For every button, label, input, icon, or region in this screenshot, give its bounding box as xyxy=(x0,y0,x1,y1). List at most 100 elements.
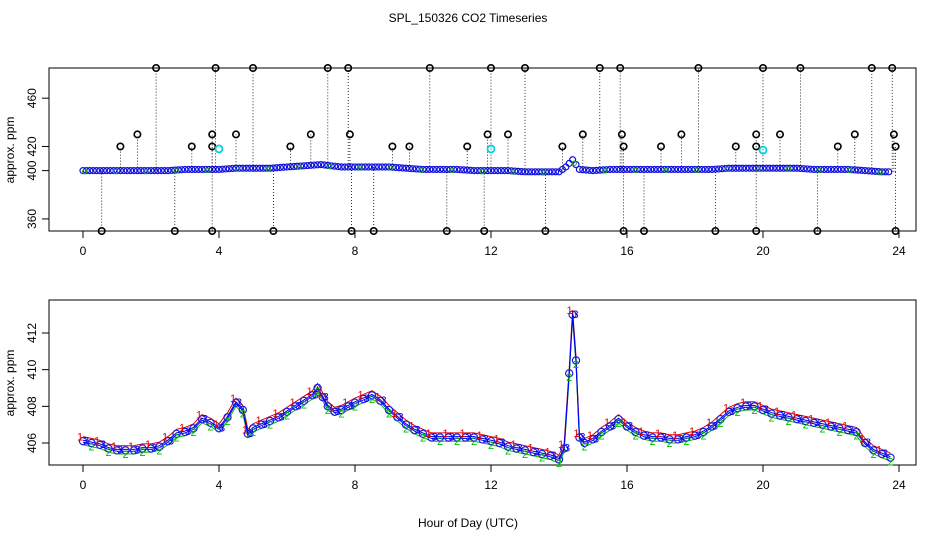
bottom-series-symbol: 3 xyxy=(348,400,354,412)
bottom-series-symbol: 2 xyxy=(437,436,443,448)
bottom-series-symbol: 2 xyxy=(250,427,256,439)
bottom-data-point xyxy=(78,436,88,446)
top-data-point xyxy=(456,166,464,174)
top-data-point xyxy=(317,160,325,169)
bottom-series-symbol: 1 xyxy=(128,441,134,453)
bottom-data-point xyxy=(843,425,853,435)
top-data-point xyxy=(823,165,832,174)
bottom-series-symbol: 1 xyxy=(689,426,695,438)
top-data-point xyxy=(745,164,754,172)
top-data-point xyxy=(511,167,519,175)
bottom-data-point xyxy=(826,422,836,431)
bottom-data-point xyxy=(274,413,283,422)
top-spike-marker-low xyxy=(891,142,900,151)
bottom-series-symbol: 3 xyxy=(219,422,225,434)
top-data-point xyxy=(460,166,468,174)
bottom-data-point xyxy=(801,416,810,426)
bottom-data-point xyxy=(639,431,649,440)
bottom-data-point xyxy=(605,422,615,431)
top-spike-marker xyxy=(249,64,258,73)
top-data-point xyxy=(589,167,597,175)
top-dip-marker xyxy=(711,227,720,236)
top-data-point xyxy=(164,167,172,175)
top-data-point xyxy=(99,167,108,175)
top-data-point xyxy=(494,167,502,175)
bottom-data-point xyxy=(571,356,581,365)
top-data-point xyxy=(800,165,808,173)
bottom-data-point xyxy=(631,427,640,437)
bottom-series-symbol: 1 xyxy=(706,417,712,429)
bottom-data-point xyxy=(673,435,683,444)
bottom-data-point xyxy=(163,436,173,446)
top-data-point-green xyxy=(357,165,363,171)
top-data-point xyxy=(310,161,318,169)
bottom-data-point xyxy=(427,433,436,442)
top-data-point xyxy=(647,165,655,174)
bottom-data-point xyxy=(665,435,674,444)
bottom-series-symbol: 3 xyxy=(797,413,803,425)
bottom-series-symbol: 1 xyxy=(162,432,168,444)
top-spike-marker xyxy=(211,64,220,73)
bottom-data-point xyxy=(575,433,584,442)
top-data-point xyxy=(806,165,815,173)
top-dip-marker xyxy=(442,227,451,236)
top-spike-marker-mid xyxy=(503,130,512,139)
bottom-data-point xyxy=(512,444,521,453)
top-data-point xyxy=(371,163,379,171)
top-data-point xyxy=(293,162,301,170)
top-spike-marker-low xyxy=(731,142,740,151)
bottom-series-symbol: 2 xyxy=(683,436,689,448)
top-data-point-green xyxy=(724,166,730,173)
top-spike-marker-mid xyxy=(850,130,859,139)
bottom-series-symbol: 1 xyxy=(459,428,465,440)
bottom-data-point xyxy=(129,446,139,455)
bottom-data-point xyxy=(690,431,700,440)
top-data-point xyxy=(195,165,203,174)
top-data-point xyxy=(184,165,192,174)
top-data-point xyxy=(395,164,403,172)
top-data-point-green xyxy=(449,167,455,174)
bottom-series-symbol: 2 xyxy=(717,418,723,430)
top-data-point-green xyxy=(82,168,88,175)
bottom-data-point xyxy=(469,433,479,442)
bottom-series-line xyxy=(82,313,891,460)
bottom-series-symbol: 1 xyxy=(329,402,335,414)
top-data-point xyxy=(738,164,747,172)
top-x-tick-label: 8 xyxy=(352,244,359,258)
top-data-point xyxy=(857,166,866,174)
bottom-series-symbol: 3 xyxy=(168,435,174,447)
top-data-point xyxy=(701,165,709,174)
top-spike-marker-low xyxy=(286,142,295,151)
bottom-series-symbol: 1 xyxy=(672,430,678,442)
top-spike-marker xyxy=(888,64,897,73)
top-dip-marker xyxy=(891,227,900,236)
top-data-point xyxy=(429,165,437,174)
bottom-series-symbol: 1 xyxy=(317,388,323,400)
bottom-series-symbol: 1 xyxy=(94,435,100,447)
bottom-series-symbol: 1 xyxy=(842,421,848,433)
top-data-point xyxy=(341,163,349,171)
bottom-data-point xyxy=(707,422,717,431)
top-data-point-green xyxy=(632,167,639,174)
bottom-series-symbol: 2 xyxy=(853,431,859,443)
top-data-point xyxy=(704,165,713,174)
top-data-point xyxy=(283,163,291,171)
bottom-data-point xyxy=(138,444,147,453)
top-y-tick-label: 460 xyxy=(25,88,39,108)
top-spike-marker xyxy=(616,64,625,73)
bottom-data-point xyxy=(410,425,419,435)
top-data-point-green xyxy=(235,166,241,172)
bottom-series-symbol: 2 xyxy=(573,359,579,371)
bottom-series-symbol: 2 xyxy=(649,436,655,448)
top-data-point-green xyxy=(112,168,119,175)
top-data-point xyxy=(878,168,886,176)
bottom-series-symbol: 2 xyxy=(190,427,196,439)
bottom-series-symbol: 2 xyxy=(581,442,587,454)
bottom-series-symbol: 2 xyxy=(88,442,94,454)
top-data-point-green xyxy=(418,167,424,174)
bottom-series-symbol: 3 xyxy=(236,397,242,409)
bottom-y-tick-label: 406 xyxy=(25,433,39,453)
top-spike-marker-low xyxy=(187,142,196,151)
bottom-series-symbol: 1 xyxy=(808,413,814,425)
top-spike-marker-mid xyxy=(306,130,315,139)
